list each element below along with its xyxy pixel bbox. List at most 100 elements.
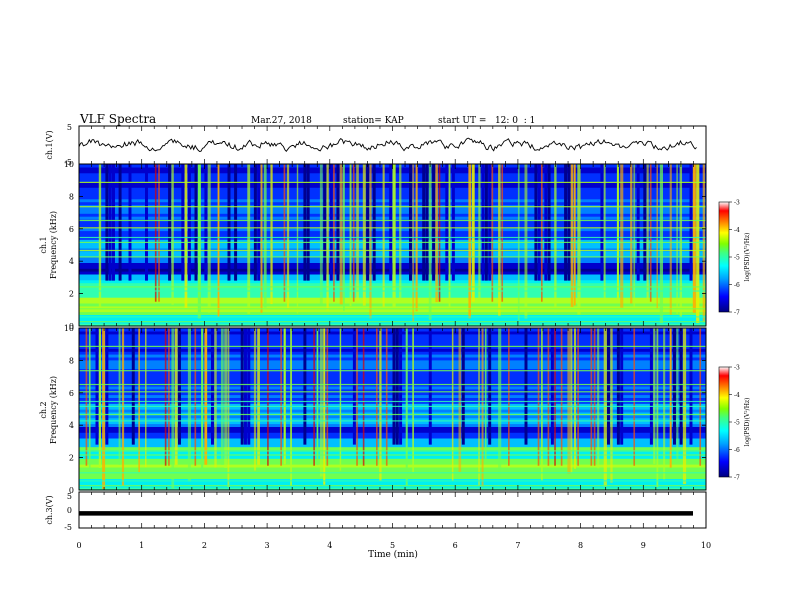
ch2-spectrogram-sferic bbox=[253, 328, 257, 471]
ch1-colorbar-tick-label: -5 bbox=[734, 255, 740, 262]
ch2-spectrogram-sferic-strong bbox=[280, 328, 282, 466]
ch1-spectrogram-sferic bbox=[382, 164, 385, 307]
ch2-spectrogram-dark-column bbox=[689, 328, 693, 445]
ch2-spectrogram-dark-column bbox=[550, 328, 554, 445]
ch2-spectrogram-image bbox=[79, 328, 706, 491]
ch1-spectrogram-sferic bbox=[603, 164, 606, 300]
ch1-spectrogram-sferic bbox=[696, 164, 700, 324]
ch2-spectrogram-ytick-label: 10 bbox=[64, 324, 74, 333]
ch2-colorbar-gradient bbox=[718, 366, 730, 478]
ch1-ytick-top: 5 bbox=[67, 123, 72, 132]
ch1-spectrogram-sferic bbox=[217, 164, 220, 318]
ch2-spectrogram-narrowband-line bbox=[79, 413, 706, 416]
ch1-spectrogram-sferic bbox=[616, 164, 619, 300]
ch1-ylabel: ch.1(V) bbox=[45, 130, 54, 159]
ch1-spectrogram-sferic bbox=[263, 164, 267, 308]
ch1-spectrogram-sferic bbox=[554, 164, 557, 313]
ch2-spectrogram-sferic bbox=[597, 328, 600, 469]
ch2-spectrogram-sferic-strong bbox=[356, 328, 358, 466]
time-tick-label: 5 bbox=[390, 541, 395, 550]
ch2-spectrogram-narrowband-line bbox=[79, 450, 706, 452]
ch2-spectrogram-sferic bbox=[481, 328, 484, 487]
ch1-spectrogram-dark-column bbox=[234, 164, 238, 281]
ch2-spectrogram-sferic bbox=[570, 328, 573, 473]
ch1-spectrogram-dark-column bbox=[306, 164, 310, 281]
ch1-spectrogram-dark-column bbox=[432, 164, 436, 281]
ch1-spectrogram-band bbox=[79, 317, 706, 321]
ch2-spectrogram-dark-column bbox=[428, 328, 432, 445]
ch2-spectrogram-narrowband-line bbox=[79, 400, 706, 403]
time-axis: 0 1 2 3 4 5 6 7 8 9 10 bbox=[76, 126, 711, 550]
ch1-spectrogram-ytick-label: 0 bbox=[69, 322, 74, 331]
ch1-spectrogram-sferic bbox=[524, 164, 528, 319]
ch1-spectrogram-dark-column bbox=[145, 164, 148, 281]
ch1-spectrogram-dark-column bbox=[445, 164, 449, 281]
ch2-spectrogram-sferic bbox=[138, 328, 140, 473]
ch1-spectrogram-narrowband-line bbox=[79, 181, 706, 183]
ch2-spectrogram-band bbox=[79, 443, 706, 448]
ch2-spectrogram-band bbox=[79, 446, 706, 451]
ch1-spectrogram-band bbox=[79, 311, 706, 315]
ch1-spectrogram-sferic bbox=[260, 164, 263, 313]
ch1-spectrogram-dark-column bbox=[181, 164, 185, 281]
ch2-spectrogram-sferic bbox=[458, 328, 462, 472]
ch2-spectrogram-sferic bbox=[316, 328, 319, 466]
ch2-spectrogram-band bbox=[79, 475, 706, 479]
ch1-colorbar-label: log(PSD)(V²/Hz) bbox=[744, 233, 751, 282]
ch1-spectrogram-sferic-strong bbox=[158, 164, 160, 302]
ch1-spectrogram-dark-column bbox=[108, 164, 112, 281]
ch1-spectrogram-narrowband-line bbox=[79, 256, 706, 258]
ch1-channel-label: ch.1 bbox=[39, 236, 48, 253]
ch2-spectrogram-sferic-strong bbox=[326, 328, 329, 466]
ch2-spectrogram-sferic bbox=[98, 328, 101, 469]
ch2-spectrogram-dark-column bbox=[399, 328, 403, 445]
ch2-spectrogram-sferic-strong bbox=[267, 328, 269, 466]
ch2-spectrogram-narrowband-line bbox=[79, 454, 706, 456]
ch2-spectrogram-sferic-strong bbox=[699, 328, 702, 466]
ch1-spectrogram-sferic-strong bbox=[649, 164, 652, 302]
ch1-spectrogram-sferic-strong bbox=[501, 164, 504, 302]
ch2-spectrogram-sferic bbox=[319, 328, 323, 477]
ch1-spectrogram-sferic bbox=[435, 164, 438, 303]
ch2-spectrogram-sferic bbox=[653, 328, 656, 464]
ch2-spectrogram-dark-column bbox=[620, 328, 624, 445]
time-tick-label: 4 bbox=[327, 541, 332, 550]
ch1-spectrogram-dark-column bbox=[389, 164, 393, 281]
ch2-spectrogram-dark-column bbox=[303, 328, 307, 445]
ch2-spectrogram-dark-column bbox=[240, 328, 244, 445]
ch1-spectrogram-sferic bbox=[630, 164, 633, 304]
ch1-spectrogram-sferic bbox=[659, 164, 664, 324]
ch2-spectrogram-dark-column bbox=[247, 328, 251, 445]
ch2-channel-label: ch.2 bbox=[39, 401, 48, 418]
ch2-spectrogram-dark-column bbox=[131, 328, 135, 445]
ch2-spectrogram-band bbox=[79, 461, 706, 465]
ch2-spectrogram-narrowband-line bbox=[79, 480, 706, 482]
ch1-spectrogram-sferic bbox=[339, 164, 343, 305]
ch1-spectrogram-sferic bbox=[184, 164, 188, 309]
ch3-ytick-top: 5 bbox=[67, 492, 72, 501]
ch2-spectrogram-dark-column bbox=[673, 328, 676, 445]
ch2-spectrogram-sferic-strong bbox=[593, 328, 596, 466]
date-label: Mar.27, 2018 bbox=[251, 116, 312, 126]
ch2-spectrogram-sferic bbox=[498, 328, 502, 478]
ch2-spectrogram-dark-column bbox=[679, 328, 683, 445]
ch1-spectrogram-dark-column bbox=[227, 164, 231, 281]
ch2-colorbar-tick-label: -6 bbox=[734, 447, 740, 454]
ch2-spectrogram-sferic bbox=[379, 328, 382, 481]
ch1-spectrogram-narrowband-line bbox=[79, 308, 706, 310]
ch2-colorbar-tick-label: -4 bbox=[734, 392, 740, 399]
ch1-spectrogram-dark-column bbox=[253, 164, 257, 281]
ch1-spectrogram-dark-column bbox=[600, 164, 604, 281]
ch1-spectrogram-dark-column bbox=[636, 164, 640, 281]
ch2-spectrogram-sferic-strong bbox=[168, 328, 170, 466]
ch1-spectrogram-dark-column bbox=[257, 164, 261, 281]
ch2-spectrogram-sferic bbox=[118, 328, 121, 465]
ch1-spectrogram-ytick-label: 2 bbox=[69, 290, 74, 299]
ch1-spectrogram-sferic bbox=[646, 164, 649, 299]
ch2-spectrogram-sferic bbox=[484, 328, 487, 463]
ch1-spectrogram-sferic bbox=[356, 164, 359, 301]
ch2-spectrogram-band bbox=[79, 464, 706, 468]
ch1-spectrogram-dark-column bbox=[643, 164, 647, 281]
ch2-spectrogram-band bbox=[79, 472, 706, 477]
ch2-spectrogram-sferic bbox=[603, 328, 607, 487]
